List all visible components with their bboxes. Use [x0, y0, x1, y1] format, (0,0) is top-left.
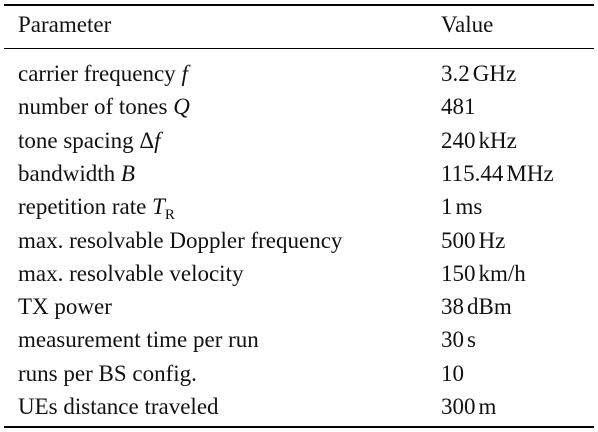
parameter-cell: repetition rate TR: [18, 192, 175, 230]
value-cell: 150 km/h: [441, 259, 526, 289]
parameter-label: carrier frequency: [18, 61, 182, 86]
parameter-label: TX power: [18, 294, 112, 320]
parameter-cell: TX power: [18, 292, 112, 322]
parameter-cell: measurement time per run: [18, 325, 259, 355]
value-number: 38: [441, 294, 464, 320]
value-cell: 240 kHz: [441, 126, 517, 156]
parameter-cell: max. resolvable Doppler frequency: [18, 226, 342, 256]
parameter-label: bandwidth: [18, 160, 121, 186]
value-unit: MHz: [506, 160, 554, 186]
value-cell: 115.44 MHz: [441, 159, 554, 189]
parameter-cell: number of tones Q: [18, 92, 190, 122]
value-number: 3.2: [441, 61, 470, 86]
value-unit: dBm: [467, 294, 512, 320]
parameter-symbol: T: [152, 194, 165, 220]
value-number: 115.44: [441, 160, 504, 186]
parameter-symbol: f: [181, 61, 188, 86]
value-unit: GHz: [472, 61, 517, 86]
parameter-label: number of tones: [18, 94, 174, 120]
value-cell: 481: [441, 92, 476, 122]
value-number: 150: [441, 260, 476, 286]
header-value: Value: [441, 12, 494, 37]
value-cell: 10: [441, 359, 464, 389]
parameter-symbol: f: [154, 127, 161, 153]
value-cell: 1 ms: [441, 192, 482, 222]
value-unit: m: [478, 394, 497, 419]
parameter-symbol-subscript: R: [164, 207, 175, 224]
value-number: 500: [441, 227, 476, 253]
value-cell: 3.2 GHz: [441, 59, 516, 89]
bottom-rule: [4, 426, 594, 428]
value-number: 1: [441, 194, 453, 220]
parameter-label: runs per BS config.: [18, 360, 197, 386]
value-unit: km/h: [478, 260, 526, 286]
value-number: 300: [441, 394, 476, 419]
parameter-cell: bandwidth B: [18, 159, 135, 189]
parameter-label: measurement time per run: [18, 327, 259, 353]
top-rule: [4, 4, 594, 6]
value-cell: 500 Hz: [441, 226, 505, 256]
parameter-label: max. resolvable velocity: [18, 260, 244, 286]
parameter-label: tone spacing Δ: [18, 127, 155, 153]
parameter-label: UEs distance traveled: [18, 394, 219, 419]
parameter-cell: runs per BS config.: [18, 359, 197, 389]
header-rule: [4, 48, 594, 49]
value-number: 240: [441, 127, 476, 153]
parameter-cell: max. resolvable velocity: [18, 259, 243, 289]
parameter-label: repetition rate: [18, 194, 153, 220]
value-unit: ms: [455, 194, 483, 220]
value-unit: kHz: [478, 127, 517, 153]
value-cell: 30 s: [441, 325, 476, 355]
parameter-symbol: B: [120, 160, 135, 186]
value-unit: s: [467, 327, 476, 353]
parameter-cell: carrier frequency f: [18, 59, 188, 89]
value-cell: 38 dBm: [441, 292, 512, 322]
value-number: 481: [441, 94, 476, 120]
parameter-label: max. resolvable Doppler frequency: [18, 227, 343, 253]
parameter-symbol: Q: [173, 94, 190, 120]
parameter-cell: tone spacing Δf: [18, 126, 161, 156]
value-unit: Hz: [478, 227, 506, 253]
value-number: 30: [441, 327, 464, 353]
parameter-cell: UEs distance traveled: [18, 392, 219, 422]
value-cell: 300 m: [441, 392, 496, 422]
header-parameter: Parameter: [18, 12, 112, 37]
value-number: 10: [441, 360, 464, 386]
